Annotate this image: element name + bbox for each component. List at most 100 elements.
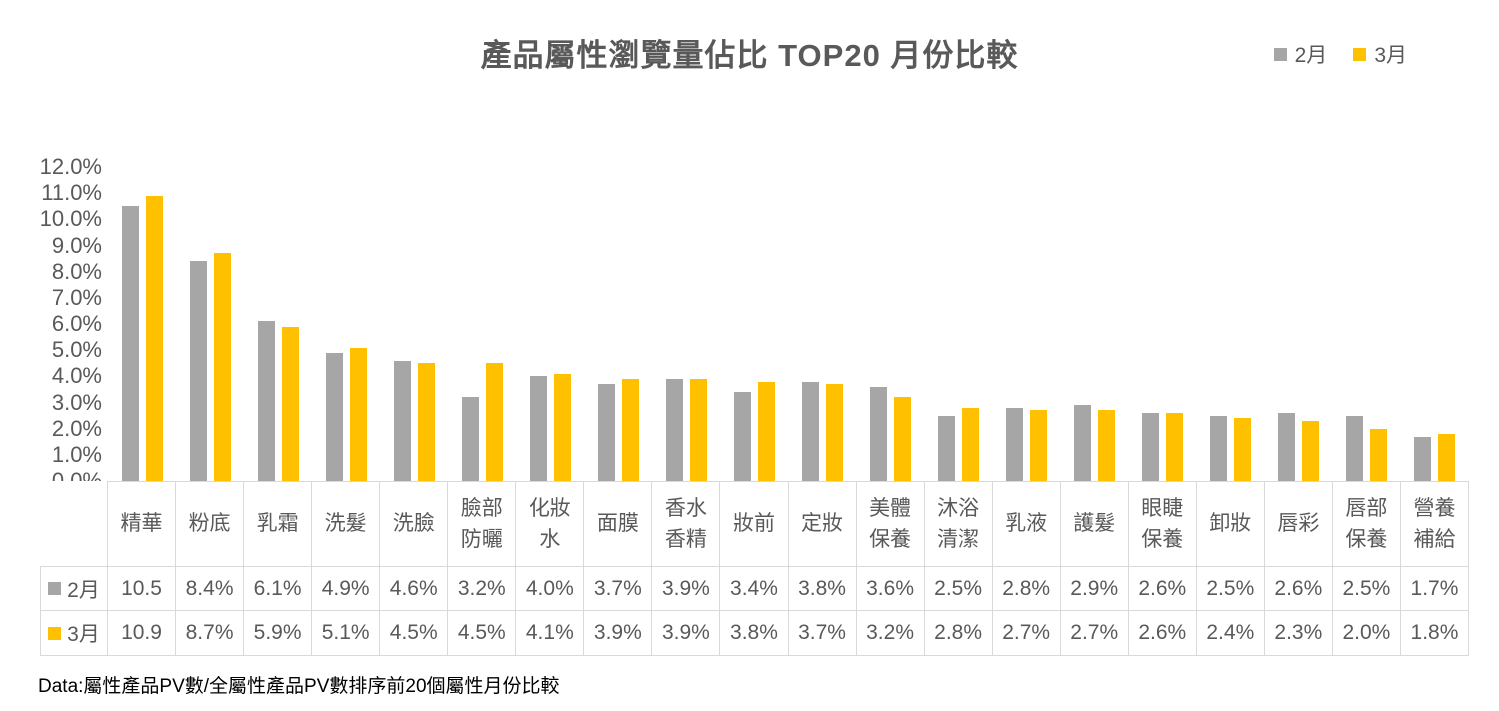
y-axis-label: 8.0% xyxy=(51,258,102,284)
bar-feb-7[interactable] xyxy=(597,384,615,481)
bar-feb-6[interactable] xyxy=(529,376,547,481)
value-cell-mar-17: 2.3% xyxy=(1264,611,1333,656)
legend-swatch-feb xyxy=(1273,47,1287,61)
category-slot-15 xyxy=(1129,167,1197,481)
category-slot-4 xyxy=(380,167,448,481)
bar-mar-14[interactable] xyxy=(1098,410,1116,481)
bar-feb-2[interactable] xyxy=(257,321,275,481)
legend-label-feb: 2月 xyxy=(1294,44,1328,67)
value-cell-feb-13: 2.8% xyxy=(992,567,1061,611)
value-cell-feb-4: 4.6% xyxy=(380,567,449,611)
y-axis: 12.0% 11.0% 10.0% 9.0% 8.0% 7.0% 6.0% 5.0% 4.0% 3… xyxy=(12,154,102,493)
value-cell-mar-9: 3.8% xyxy=(720,611,789,656)
legend-swatch-mar xyxy=(1353,47,1367,61)
bar-feb-1[interactable] xyxy=(189,261,207,481)
legend-item-feb[interactable]: 2月 xyxy=(1273,39,1328,69)
category-header-4: 洗臉 xyxy=(380,481,449,567)
bar-feb-14[interactable] xyxy=(1074,405,1092,481)
bar-mar-11[interactable] xyxy=(894,397,912,481)
y-axis-label: 12.0% xyxy=(39,154,102,179)
bar-feb-0[interactable] xyxy=(121,206,139,481)
category-header-0: 精華 xyxy=(108,481,177,567)
value-cell-feb-0: 10.5 xyxy=(108,567,177,611)
category-header-11: 美體 保養 xyxy=(856,481,925,567)
bar-feb-16[interactable] xyxy=(1210,415,1228,481)
value-cell-mar-19: 1.8% xyxy=(1400,611,1469,656)
bar-mar-5[interactable] xyxy=(485,363,503,481)
value-cell-feb-15: 2.6% xyxy=(1128,567,1197,611)
value-cell-feb-12: 2.5% xyxy=(924,567,993,611)
value-cell-feb-19: 1.7% xyxy=(1400,567,1469,611)
bar-mar-16[interactable] xyxy=(1234,418,1252,481)
bar-mar-4[interactable] xyxy=(417,363,435,481)
bar-mar-18[interactable] xyxy=(1370,428,1388,481)
value-cell-feb-2: 6.1% xyxy=(244,567,313,611)
bar-mar-19[interactable] xyxy=(1438,433,1456,481)
bar-mar-17[interactable] xyxy=(1302,420,1320,481)
bar-feb-13[interactable] xyxy=(1006,407,1024,481)
bar-feb-3[interactable] xyxy=(325,352,343,481)
value-cell-mar-5: 4.5% xyxy=(448,611,517,656)
value-cell-mar-15: 2.6% xyxy=(1128,611,1197,656)
category-slot-10 xyxy=(788,167,856,481)
bar-mar-8[interactable] xyxy=(689,378,707,481)
value-cell-mar-0: 10.9 xyxy=(108,611,177,656)
y-axis-label: 3.0% xyxy=(51,389,102,415)
value-cell-mar-10: 3.7% xyxy=(788,611,857,656)
value-cell-feb-11: 3.6% xyxy=(856,567,925,611)
bar-mar-6[interactable] xyxy=(553,373,571,481)
bar-feb-9[interactable] xyxy=(733,392,751,481)
row-header-label-mar: 3月 xyxy=(67,623,100,646)
bar-feb-17[interactable] xyxy=(1278,412,1296,481)
row-header-label-feb: 2月 xyxy=(67,578,100,602)
category-slot-6 xyxy=(516,167,584,481)
category-slot-1 xyxy=(176,167,244,481)
legend-item-mar[interactable]: 3月 xyxy=(1353,39,1407,69)
category-header-15: 眼睫 保養 xyxy=(1128,481,1197,567)
category-header-19: 營養 補給 xyxy=(1400,481,1469,567)
category-header-9: 妝前 xyxy=(720,481,789,567)
y-axis-label: 11.0% xyxy=(41,180,102,206)
data-table: 精華 粉底 乳霜 洗髮 洗臉 臉部 防曬 化妝 水面膜 香水 香精 妝前 定妝 美體 保養 沐浴 清潔… xyxy=(40,481,1469,656)
bar-feb-8[interactable] xyxy=(665,378,683,481)
bar-mar-1[interactable] xyxy=(213,253,231,481)
row-header-feb: 2月 xyxy=(40,567,108,611)
bar-mar-12[interactable] xyxy=(962,407,980,481)
bar-mar-13[interactable] xyxy=(1030,410,1048,481)
bar-feb-18[interactable] xyxy=(1346,415,1364,481)
bar-mar-3[interactable] xyxy=(349,347,367,481)
bar-mar-9[interactable] xyxy=(757,381,775,481)
bar-feb-4[interactable] xyxy=(393,360,411,481)
category-slot-18 xyxy=(1333,167,1401,481)
value-cell-mar-13: 2.7% xyxy=(992,611,1061,656)
value-cell-feb-8: 3.9% xyxy=(652,567,721,611)
value-cell-mar-14: 2.7% xyxy=(1060,611,1129,656)
value-cell-mar-4: 4.5% xyxy=(380,611,449,656)
category-header-16: 卸妝 xyxy=(1196,481,1265,567)
bar-feb-10[interactable] xyxy=(801,381,819,481)
value-cell-feb-3: 4.9% xyxy=(312,567,381,611)
bar-mar-7[interactable] xyxy=(621,378,639,481)
bar-feb-19[interactable] xyxy=(1414,436,1432,481)
plot-area xyxy=(108,167,1469,481)
category-slot-8 xyxy=(652,167,720,481)
bar-mar-15[interactable] xyxy=(1166,412,1184,481)
bar-feb-12[interactable] xyxy=(938,415,956,481)
category-header-8: 香水 香精 xyxy=(652,481,721,567)
chart-title: 產品屬性瀏覽量佔比 TOP20 月份比較 xyxy=(480,38,1019,73)
bar-mar-10[interactable] xyxy=(825,384,843,481)
bar-feb-15[interactable] xyxy=(1142,412,1160,481)
bar-feb-11[interactable] xyxy=(870,386,888,481)
y-axis-label: 9.0% xyxy=(51,232,102,258)
category-slot-5 xyxy=(448,167,516,481)
value-cell-mar-1: 8.7% xyxy=(176,611,245,656)
bar-mar-2[interactable] xyxy=(281,326,299,481)
category-slot-0 xyxy=(108,167,176,481)
category-header-14: 護髮 xyxy=(1060,481,1129,567)
bar-mar-0[interactable] xyxy=(145,195,163,481)
category-slot-11 xyxy=(857,167,925,481)
row-header-mar: 3月 xyxy=(40,611,108,656)
value-cell-mar-3: 5.1% xyxy=(312,611,381,656)
value-cell-feb-6: 4.0% xyxy=(516,567,585,611)
bar-feb-5[interactable] xyxy=(461,397,479,481)
